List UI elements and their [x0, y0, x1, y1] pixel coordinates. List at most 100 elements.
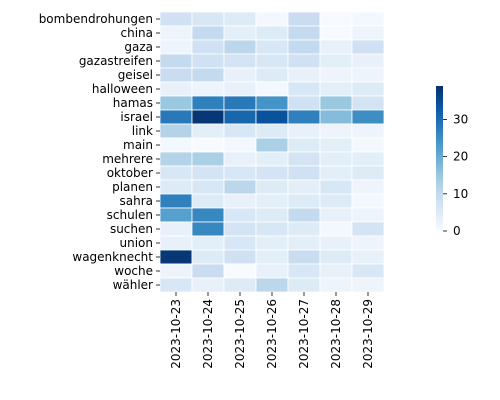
colorbar-tick-label: 0: [453, 224, 461, 238]
heatmap-cell: [223, 11, 257, 27]
heatmap-cell: [287, 95, 321, 111]
heatmap-cell: [191, 207, 225, 223]
heatmap-cell: [287, 277, 321, 293]
heatmap-cell: [255, 39, 289, 55]
heatmap-cell: [159, 165, 193, 181]
heatmap-cell: [159, 207, 193, 223]
heatmap-cell: [287, 235, 321, 251]
heatmap-cell: [287, 53, 321, 69]
heatmap-cell: [191, 39, 225, 55]
heatmap-cell: [287, 123, 321, 139]
heatmap-cell: [287, 249, 321, 265]
heatmap-cell: [159, 25, 193, 41]
heatmap-cell: [191, 179, 225, 195]
heatmap-cell: [351, 25, 385, 41]
heatmap-cell: [351, 109, 385, 125]
y-tick-label: sahra: [120, 194, 154, 208]
heatmap-cell: [223, 249, 257, 265]
heatmap-cell: [319, 39, 353, 55]
heatmap-cell: [255, 123, 289, 139]
heatmap-cell: [223, 109, 257, 125]
heatmap-cell: [319, 221, 353, 237]
x-axis-ticks: 2023-10-23 2023-10-24 2023-10-25 2023-10-26…: [169, 292, 375, 369]
heatmap-cell: [223, 235, 257, 251]
heatmap-cell: [287, 179, 321, 195]
heatmap-cell: [223, 263, 257, 279]
heatmap-cell: [319, 235, 353, 251]
heatmap-cell: [351, 151, 385, 167]
heatmap-cell: [255, 67, 289, 83]
heatmap-cell: [191, 151, 225, 167]
heatmap-cell: [287, 263, 321, 279]
heatmap-cell: [159, 221, 193, 237]
heatmap-cell: [351, 221, 385, 237]
heatmap-cell: [255, 207, 289, 223]
y-tick-label: israel: [120, 110, 153, 124]
y-tick-label: china: [121, 26, 154, 40]
heatmap-cell: [287, 165, 321, 181]
y-tick-label: wagenknecht: [72, 250, 153, 264]
y-axis-ticks: bombendrohungenchinagazagazastreifengeis…: [39, 12, 160, 292]
heatmap-cell: [191, 25, 225, 41]
heatmap-cell: [223, 165, 257, 181]
colorbar-gradient: [436, 86, 443, 231]
heatmap-cell: [319, 151, 353, 167]
heatmap-cell: [351, 95, 385, 111]
heatmap-cell: [159, 123, 193, 139]
heatmap-cell: [319, 53, 353, 69]
y-tick-label: wähler: [113, 278, 153, 292]
heatmap-cell: [351, 11, 385, 27]
heatmap-cell: [287, 221, 321, 237]
heatmap-cell: [287, 39, 321, 55]
x-tick-label: 2023-10-25: [233, 299, 247, 369]
heatmap-cell: [351, 123, 385, 139]
colorbar: 0 10 20 30: [436, 86, 468, 238]
heatmap-cell: [287, 207, 321, 223]
heatmap-cell: [255, 81, 289, 97]
y-tick-label: geisel: [118, 68, 153, 82]
heatmap-cell: [319, 179, 353, 195]
heatmap-cell: [223, 207, 257, 223]
y-tick-label: gazastreifen: [79, 54, 153, 68]
heatmap-cell: [223, 95, 257, 111]
heatmap-cell: [287, 81, 321, 97]
heatmap-cell: [223, 151, 257, 167]
heatmap-cell: [223, 67, 257, 83]
heatmap-cell: [223, 137, 257, 153]
heatmap-cell: [351, 277, 385, 293]
y-tick-label: union: [120, 236, 154, 250]
x-tick-label: 2023-10-28: [329, 299, 343, 369]
heatmap-cell: [287, 67, 321, 83]
heatmap-cell: [351, 249, 385, 265]
heatmap-cell: [255, 25, 289, 41]
heatmap-cell: [191, 109, 225, 125]
heatmap-cell: [255, 53, 289, 69]
heatmap-cell: [191, 53, 225, 69]
heatmap-cell: [255, 263, 289, 279]
x-tick-label: 2023-10-29: [361, 299, 375, 369]
heatmap-cell: [191, 277, 225, 293]
heatmap-cell: [191, 95, 225, 111]
heatmap-cell: [255, 137, 289, 153]
heatmap-cell: [255, 277, 289, 293]
heatmap-cell: [255, 165, 289, 181]
x-tick-label: 2023-10-27: [297, 299, 311, 369]
colorbar-tick-label: 20: [453, 150, 468, 164]
heatmap-cell: [223, 221, 257, 237]
heatmap-cell: [159, 109, 193, 125]
heatmap-cell: [319, 81, 353, 97]
heatmap-cell: [159, 95, 193, 111]
heatmap-cell: [319, 137, 353, 153]
y-tick-label: suchen: [110, 222, 153, 236]
heatmap-cell: [191, 165, 225, 181]
y-tick-label: gaza: [124, 40, 153, 54]
heatmap-cell: [159, 235, 193, 251]
heatmap-cell: [351, 39, 385, 55]
heatmap-cell: [223, 179, 257, 195]
heatmap-cell: [319, 109, 353, 125]
heatmap-cell: [223, 25, 257, 41]
heatmap-cell: [223, 53, 257, 69]
heatmap-cell: [159, 137, 193, 153]
heatmap-cell: [255, 193, 289, 209]
heatmap-cell: [191, 11, 225, 27]
